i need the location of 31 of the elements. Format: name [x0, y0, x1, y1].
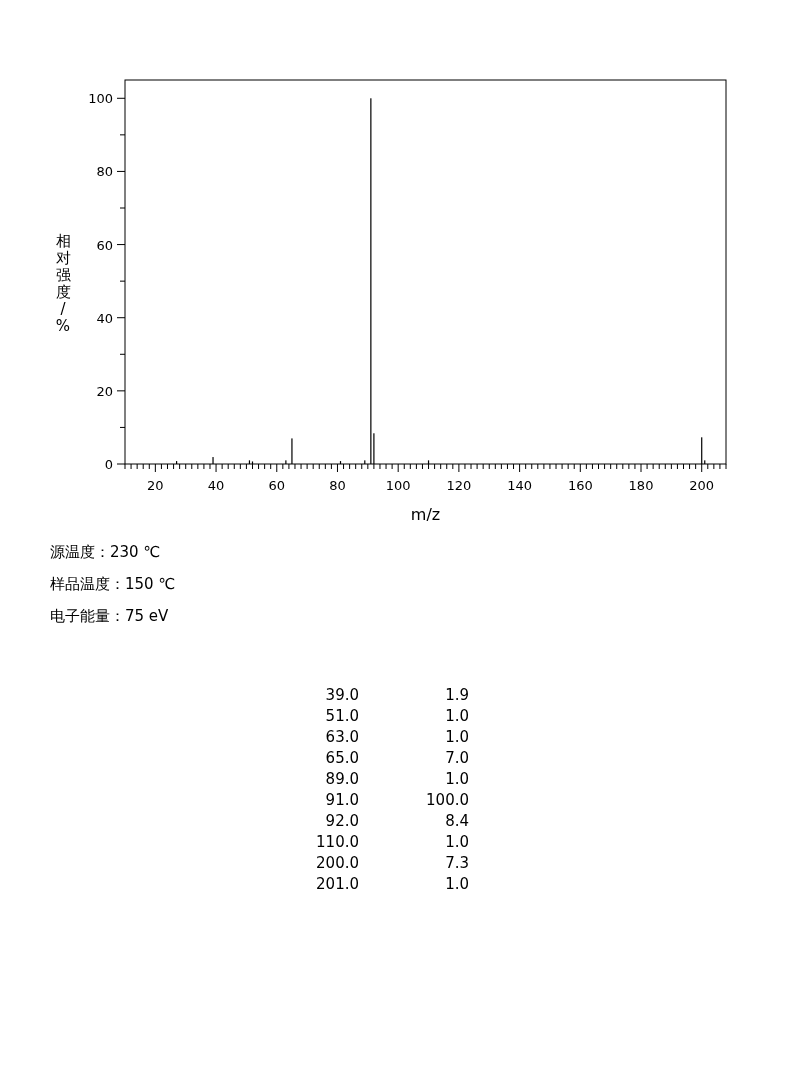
x-tick-label: 180	[628, 478, 654, 493]
x-tick-label: 140	[507, 478, 533, 493]
y-axis-title: 相对强度/%	[55, 232, 71, 335]
x-axis-title: m/z	[410, 505, 441, 524]
x-tick-label: 40	[207, 478, 225, 493]
text: 51.0 1.0	[325, 707, 469, 725]
text: 110.0 1.0	[316, 833, 469, 851]
x-tick-label: 60	[268, 478, 286, 493]
text: 92.0 8.4	[325, 812, 469, 830]
y-tick-label: 60	[96, 237, 113, 253]
y-tick-label: 80	[96, 164, 113, 180]
text: 89.0 1.0	[325, 770, 469, 788]
text: 39.0 1.9	[325, 686, 469, 704]
y-tick-label: 0	[104, 457, 113, 472]
x-tick-label: 80	[329, 478, 346, 493]
text: 63.0 1.0	[325, 728, 469, 746]
text: 201.0 1.0	[316, 875, 469, 893]
y-tick-label: 100	[88, 91, 113, 107]
text: 电子能量：75 eV	[50, 607, 170, 625]
text: 200.0 7.3	[316, 854, 469, 872]
x-tick-label: 100	[385, 478, 411, 493]
text: 91.0 100.0	[325, 791, 469, 809]
y-tick-label: 20	[96, 383, 113, 399]
text: 65.0 7.0	[325, 749, 469, 767]
x-tick-label: 200	[689, 478, 715, 493]
x-tick-label: 20	[147, 478, 164, 493]
text: 源温度：230 ℃	[50, 543, 161, 561]
y-tick-label: 40	[96, 310, 113, 326]
text: 样品温度：150 ℃	[50, 575, 176, 593]
x-tick-label: 160	[567, 478, 593, 493]
x-tick-label: 120	[446, 478, 472, 493]
